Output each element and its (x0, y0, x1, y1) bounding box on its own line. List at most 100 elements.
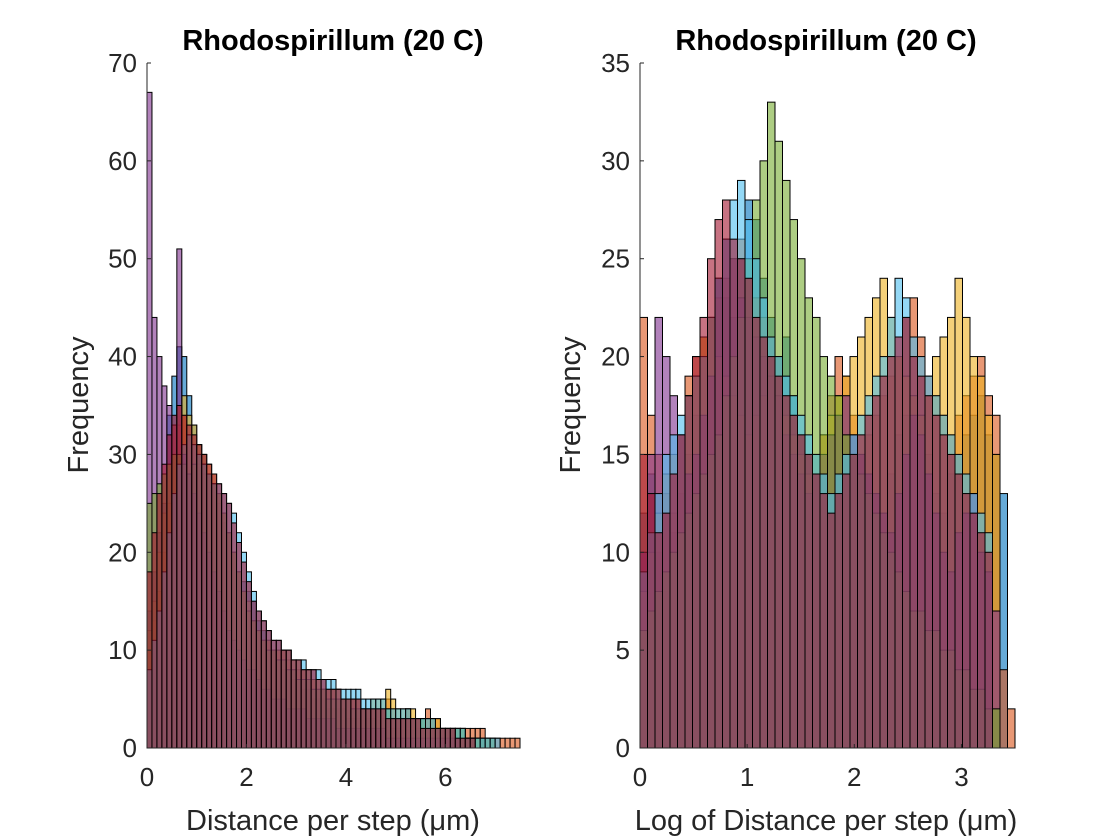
histogram-bar (782, 395, 791, 749)
histogram-bar (206, 463, 213, 749)
histogram-bar (654, 532, 663, 749)
histogram-bar (479, 737, 486, 749)
histogram-bar (454, 737, 461, 749)
histogram-bar (375, 708, 382, 749)
x-tick-label: 2 (239, 762, 253, 792)
histogram-bar (692, 356, 701, 749)
histogram-bar (295, 659, 302, 749)
y-tick-label: 5 (616, 635, 630, 665)
histogram-bar (285, 649, 292, 749)
histogram-bar (484, 737, 491, 749)
histogram-bar (350, 698, 357, 749)
histogram-bar (707, 258, 716, 749)
histogram-bar (864, 414, 873, 749)
histogram-bar (917, 375, 926, 749)
histogram-bar (236, 542, 242, 749)
histogram-bar (340, 698, 347, 749)
histogram-bar (797, 434, 806, 749)
histogram-bar (181, 414, 188, 749)
left-x-axis-label: Distance per step (μm) (186, 805, 480, 837)
histogram-bar (962, 493, 971, 749)
y-tick-label: 0 (616, 733, 630, 763)
y-tick-label: 20 (601, 342, 630, 372)
y-tick-label: 35 (601, 48, 630, 78)
histogram-bar (894, 336, 903, 749)
histogram-bar (439, 727, 446, 749)
histogram-bar (270, 639, 277, 749)
histogram-bar (909, 356, 918, 749)
histogram-bar (999, 669, 1008, 749)
histogram-bar (984, 551, 993, 749)
histogram-bar (240, 561, 247, 749)
histogram-bar (415, 718, 422, 749)
left-histogram-panel: Rhodospirillum (20 C) 0 10 20 30 40 50 60 70 0 2… (63, 25, 521, 837)
histogram-bar (834, 493, 843, 749)
right-x-ticks: 0 1 2 3 (633, 744, 969, 792)
histogram-bar (677, 434, 686, 749)
histogram-bar (827, 512, 836, 749)
histogram-bar (939, 434, 948, 749)
y-tick-label: 50 (108, 244, 137, 274)
histogram-bar (729, 238, 738, 749)
histogram-bar (429, 727, 436, 749)
x-tick-label: 4 (339, 762, 353, 792)
histogram-bar (444, 727, 451, 749)
histogram-bar (425, 727, 431, 749)
histogram-bar (902, 316, 911, 749)
histogram-bar (489, 737, 496, 749)
histogram-bar (774, 375, 783, 749)
histogram-bar (166, 434, 173, 749)
histogram-bar (330, 688, 337, 749)
x-tick-label: 0 (140, 762, 154, 792)
histogram-bar (669, 473, 678, 749)
histogram-bar (509, 737, 516, 749)
left-chart-title: Rhodospirillum (20 C) (182, 25, 483, 57)
histogram-bar (969, 512, 978, 749)
histogram-bar (872, 395, 881, 749)
histogram-bar (449, 727, 456, 749)
histogram-bar (752, 316, 761, 749)
y-tick-label: 25 (601, 244, 630, 274)
histogram-bar (380, 708, 387, 749)
histogram-bar (390, 718, 397, 749)
histogram-bar (280, 649, 287, 749)
histogram-bar (211, 473, 218, 749)
histogram-bar (842, 473, 851, 749)
left-y-axis-label: Frequency (63, 336, 95, 474)
y-tick-label: 15 (601, 439, 630, 469)
histogram-bar (255, 610, 262, 749)
histogram-bar (722, 199, 731, 749)
histogram-bar (849, 453, 858, 749)
histogram-bar (474, 737, 481, 749)
y-tick-label: 10 (601, 537, 630, 567)
histogram-bar (226, 502, 233, 749)
histogram-bar (684, 395, 693, 749)
histogram-bar (1007, 708, 1016, 749)
histogram-bar (156, 493, 163, 749)
histogram-bar (804, 453, 813, 749)
histogram-bar (260, 620, 267, 749)
histogram-bar (954, 473, 963, 749)
histogram-bar (290, 659, 297, 749)
right-y-ticks: 0 5 10 15 20 25 30 35 (601, 48, 644, 763)
x-tick-label: 2 (847, 762, 861, 792)
y-tick-label: 30 (108, 439, 137, 469)
y-tick-label: 0 (123, 733, 137, 763)
histogram-bar (410, 718, 417, 749)
histogram-bar (275, 639, 282, 749)
right-y-axis-label: Frequency (555, 336, 587, 474)
histogram-bar (305, 669, 312, 749)
histogram-bar (360, 708, 367, 749)
histogram-bar (250, 600, 257, 749)
y-tick-label: 70 (108, 48, 137, 78)
histogram-bar (992, 708, 1001, 749)
histogram-bar (514, 737, 521, 749)
histogram-bar (345, 698, 352, 749)
histogram-bar (819, 493, 828, 749)
histogram-bar (191, 434, 198, 749)
histogram-bar (434, 727, 441, 749)
x-tick-label: 1 (740, 762, 754, 792)
histogram-bar (221, 493, 228, 749)
histogram-bar (186, 424, 193, 749)
